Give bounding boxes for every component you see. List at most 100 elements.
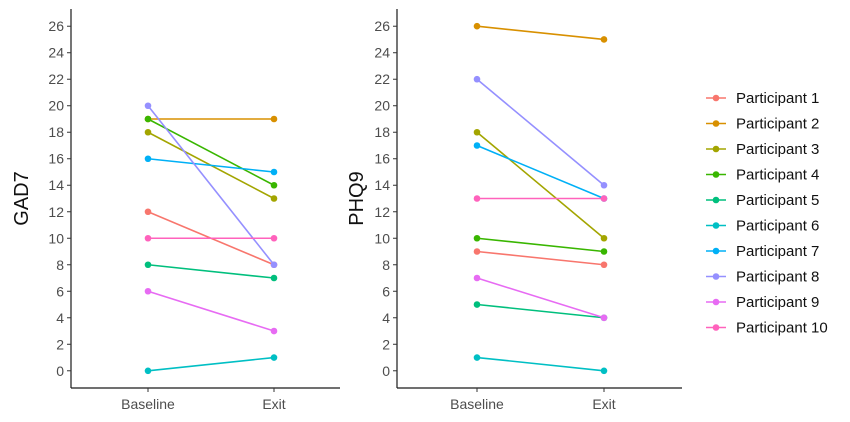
y-tick-label: 26 <box>48 18 64 34</box>
series-participant-8 <box>473 75 608 189</box>
point-participant-2-exit <box>270 115 278 123</box>
point-participant-3-exit <box>270 195 278 202</box>
x-tick-label-exit: Exit <box>592 396 615 412</box>
y-tick-label: 14 <box>48 177 64 193</box>
point-participant-4-baseline <box>473 234 481 242</box>
legend-item-participant-5: Participant 5 <box>706 192 819 209</box>
series-participant-7 <box>144 155 278 176</box>
series-line-participant-8 <box>147 105 275 266</box>
legend-label: Participant 6 <box>736 218 819 235</box>
legend-item-participant-9: Participant 9 <box>706 294 819 311</box>
series-participant-6 <box>473 354 608 375</box>
series-participant-3 <box>473 128 608 242</box>
legend-label: Participant 5 <box>736 192 819 209</box>
legend-item-participant-6: Participant 6 <box>706 218 819 235</box>
y-tick-label: 16 <box>48 151 64 167</box>
y-tick-label: 24 <box>48 45 64 61</box>
point-participant-8-baseline <box>473 75 481 83</box>
point-participant-9-baseline <box>144 287 152 295</box>
legend-label: Participant 7 <box>736 243 819 260</box>
series-participant-2 <box>473 22 608 43</box>
point-participant-6-baseline <box>144 367 152 375</box>
point-participant-8-exit <box>270 261 278 269</box>
point-participant-9-exit <box>600 314 608 322</box>
point-participant-5-baseline <box>144 261 152 269</box>
y-tick-label: 22 <box>374 71 390 87</box>
legend-key-point <box>712 222 720 229</box>
legend-key-point <box>712 247 720 255</box>
point-participant-2-exit <box>600 36 608 43</box>
y-tick-label: 4 <box>56 310 64 326</box>
y-tick-label: 12 <box>374 204 390 220</box>
series-participant-10 <box>473 195 608 202</box>
series-participant-5 <box>473 301 608 322</box>
x-tick-label-baseline: Baseline <box>450 396 504 412</box>
y-tick-label: 24 <box>374 45 390 61</box>
point-participant-4-exit <box>600 248 608 255</box>
legend-label: Participant 3 <box>736 141 819 158</box>
legend-label: Participant 1 <box>736 90 819 107</box>
point-participant-9-exit <box>270 327 278 335</box>
series-line-participant-7 <box>147 157 275 173</box>
series-participant-6 <box>144 354 278 375</box>
legend-label: Participant 10 <box>736 320 828 337</box>
y-tick-label: 6 <box>56 283 64 299</box>
point-participant-10-baseline <box>144 234 152 242</box>
point-participant-4-baseline <box>144 115 152 123</box>
point-participant-7-baseline <box>144 155 152 163</box>
point-participant-4-exit <box>270 181 278 189</box>
y-tick-label: 8 <box>56 257 64 273</box>
series-participant-9 <box>144 287 278 335</box>
point-participant-10-baseline <box>473 195 481 202</box>
point-participant-10-exit <box>270 234 278 242</box>
y-axis-title: PHQ9 <box>346 171 368 225</box>
legend-label: Participant 4 <box>736 167 819 184</box>
y-tick-label: 4 <box>382 310 390 326</box>
legend-key-point <box>712 171 720 178</box>
series-line-participant-1 <box>476 250 605 266</box>
series-line-participant-5 <box>476 303 605 319</box>
series-line-participant-4 <box>147 118 275 186</box>
series-participant-9 <box>473 274 608 322</box>
legend-label: Participant 8 <box>736 269 819 286</box>
y-tick-label: 14 <box>374 177 390 193</box>
point-participant-3-exit <box>600 234 608 242</box>
point-participant-3-baseline <box>473 128 481 136</box>
series-line-participant-9 <box>476 277 605 319</box>
legend-key-point <box>712 94 720 102</box>
point-participant-3-baseline <box>144 128 152 136</box>
legend-item-participant-4: Participant 4 <box>706 167 819 184</box>
y-tick-label: 0 <box>56 363 64 379</box>
y-tick-label: 18 <box>374 124 390 140</box>
legend: Participant 1 Participant 2 Participant 3 P… <box>706 90 828 337</box>
series-participant-4 <box>144 115 278 189</box>
series-participant-10 <box>144 234 278 242</box>
point-participant-8-baseline <box>144 102 152 110</box>
legend-label: Participant 2 <box>736 116 819 133</box>
series-line-participant-6 <box>147 356 275 372</box>
y-tick-label: 26 <box>374 18 390 34</box>
series-line-participant-3 <box>476 131 605 239</box>
series-line-participant-8 <box>476 78 605 186</box>
series-participant-4 <box>473 234 608 255</box>
legend-label: Participant 9 <box>736 294 819 311</box>
legend-item-participant-10: Participant 10 <box>706 320 828 337</box>
legend-key-point <box>712 196 720 204</box>
legend-key-point <box>712 324 720 331</box>
point-participant-10-exit <box>600 195 608 202</box>
series-line-participant-9 <box>147 290 275 332</box>
point-participant-7-baseline <box>473 142 481 149</box>
y-tick-label: 10 <box>48 230 64 246</box>
legend-item-participant-2: Participant 2 <box>706 116 819 133</box>
series-line-participant-2 <box>476 25 605 41</box>
y-tick-label: 22 <box>48 71 64 87</box>
y-tick-label: 2 <box>382 336 390 352</box>
point-participant-1-exit <box>600 261 608 269</box>
legend-key-point <box>712 273 720 280</box>
series-line-participant-7 <box>476 144 605 200</box>
legend-item-participant-1: Participant 1 <box>706 90 819 107</box>
legend-item-participant-7: Participant 7 <box>706 243 819 260</box>
point-participant-8-exit <box>600 181 608 189</box>
